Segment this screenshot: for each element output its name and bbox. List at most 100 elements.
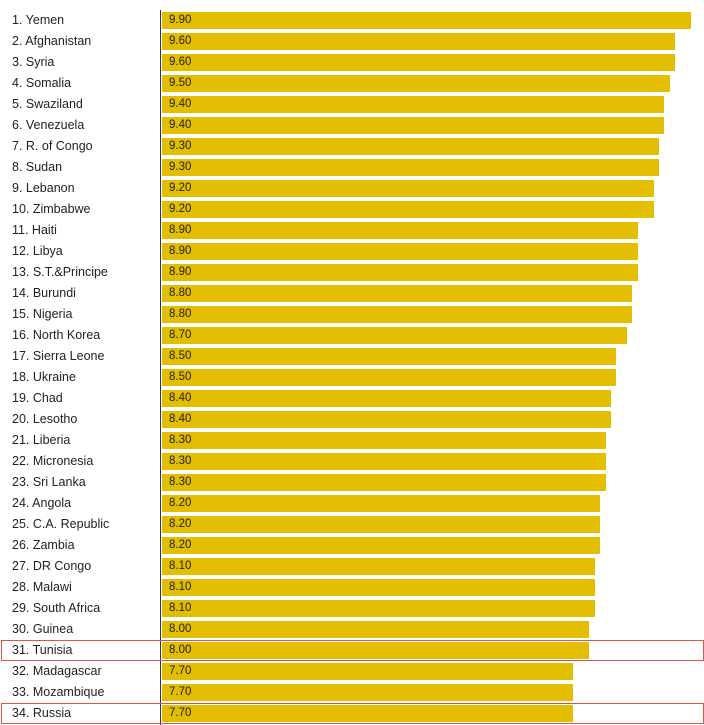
category-label: 3. Syria: [12, 55, 55, 69]
data-label: 9.20: [169, 182, 192, 194]
category-label: 27. DR Congo: [12, 559, 92, 573]
category-label: 4. Somalia: [12, 76, 72, 90]
data-label: 7.70: [169, 707, 192, 719]
bar: [162, 12, 691, 29]
bar: [162, 159, 659, 176]
bar-row: 11. Haiti 8.90: [0, 220, 704, 241]
bar: [162, 54, 675, 71]
category-label: 11. Haiti: [12, 223, 57, 237]
bar-row: 28. Malawi 8.10: [0, 577, 704, 598]
y-axis-line: [160, 10, 161, 725]
bar: [162, 138, 659, 155]
bar-row: 18. Ukraine 8.50: [0, 367, 704, 388]
data-label: 8.10: [169, 581, 192, 593]
bar-row: 17. Sierra Leone 8.50: [0, 346, 704, 367]
bar-row: 6. Venezuela 9.40: [0, 115, 704, 136]
category-label: 23. Sri Lanka: [12, 475, 86, 489]
bar-row: 14. Burundi 8.80: [0, 283, 704, 304]
data-label: 9.50: [169, 77, 192, 89]
category-label: 18. Ukraine: [12, 370, 76, 384]
bar-row: 16. North Korea 8.70: [0, 325, 704, 346]
data-label: 8.00: [169, 644, 192, 656]
category-label: 22. Micronesia: [12, 454, 94, 468]
bar-row: 22. Micronesia 8.30: [0, 451, 704, 472]
bar: [162, 642, 590, 659]
data-label: 8.20: [169, 497, 192, 509]
bar-row: 21. Liberia 8.30: [0, 430, 704, 451]
bar: [162, 621, 590, 638]
bar-row: 24. Angola 8.20: [0, 493, 704, 514]
bar: [162, 96, 665, 113]
bar: [162, 432, 606, 449]
bar-row: 7. R. of Congo 9.30: [0, 136, 704, 157]
bar-row: 13. S.T.&Principe 8.90: [0, 262, 704, 283]
bar-row: 26. Zambia 8.20: [0, 535, 704, 556]
data-label: 8.20: [169, 539, 192, 551]
category-label: 16. North Korea: [12, 328, 101, 342]
data-label: 7.70: [169, 686, 192, 698]
category-label: 10. Zimbabwe: [12, 202, 91, 216]
bar: [162, 369, 617, 386]
category-label: 17. Sierra Leone: [12, 349, 105, 363]
category-label: 7. R. of Congo: [12, 139, 93, 153]
bar: [162, 327, 627, 344]
bar: [162, 306, 633, 323]
bar: [162, 117, 665, 134]
category-label: 5. Swaziland: [12, 97, 83, 111]
data-label: 8.20: [169, 518, 192, 530]
category-label: 32. Madagascar: [12, 664, 102, 678]
data-label: 8.30: [169, 434, 192, 446]
bar-row: 30. Guinea 8.00: [0, 619, 704, 640]
category-label: 8. Sudan: [12, 160, 63, 174]
data-label: 9.90: [169, 14, 192, 26]
bar: [162, 600, 595, 617]
bar: [162, 180, 654, 197]
bar-row: 33. Mozambique 7.70: [0, 682, 704, 703]
bar: [162, 579, 595, 596]
bar: [162, 348, 617, 365]
bar: [162, 684, 574, 701]
data-label: 8.70: [169, 329, 192, 341]
data-label: 8.40: [169, 392, 192, 404]
bar: [162, 264, 638, 281]
category-label: 25. C.A. Republic: [12, 517, 110, 531]
category-label: 1. Yemen: [12, 13, 65, 27]
category-label: 19. Chad: [12, 391, 63, 405]
category-label: 15. Nigeria: [12, 307, 73, 321]
data-label: 9.40: [169, 119, 192, 131]
bar: [162, 33, 675, 50]
data-label: 8.90: [169, 266, 192, 278]
category-label: 34. Russia: [12, 706, 72, 720]
data-label: 8.40: [169, 413, 192, 425]
category-label: 9. Lebanon: [12, 181, 75, 195]
data-label: 8.50: [169, 371, 192, 383]
bar-row: 9. Lebanon 9.20: [0, 178, 704, 199]
bar-row: 15. Nigeria 8.80: [0, 304, 704, 325]
data-label: 8.10: [169, 560, 192, 572]
data-label: 8.30: [169, 455, 192, 467]
data-label: 8.80: [169, 287, 192, 299]
bar: [162, 663, 574, 680]
bar-row: 4. Somalia 9.50: [0, 73, 704, 94]
bar-row: 8. Sudan 9.30: [0, 157, 704, 178]
bar-row: 32. Madagascar 7.70: [0, 661, 704, 682]
bar-row: 3. Syria 9.60: [0, 52, 704, 73]
category-label: 26. Zambia: [12, 538, 75, 552]
bar-row: 34. Russia 7.70: [0, 703, 704, 724]
category-label: 2. Afghanistan: [12, 34, 92, 48]
bar: [162, 243, 638, 260]
bar-row: 19. Chad 8.40: [0, 388, 704, 409]
category-label: 29. South Africa: [12, 601, 101, 615]
category-label: 6. Venezuela: [12, 118, 85, 132]
category-label: 30. Guinea: [12, 622, 74, 636]
bar: [162, 705, 574, 722]
category-label: 21. Liberia: [12, 433, 71, 447]
category-label: 24. Angola: [12, 496, 72, 510]
data-label: 9.20: [169, 203, 192, 215]
bar-row: 29. South Africa 8.10: [0, 598, 704, 619]
data-label: 9.60: [169, 56, 192, 68]
category-label: 14. Burundi: [12, 286, 76, 300]
bar: [162, 411, 611, 428]
data-label: 9.30: [169, 140, 192, 152]
